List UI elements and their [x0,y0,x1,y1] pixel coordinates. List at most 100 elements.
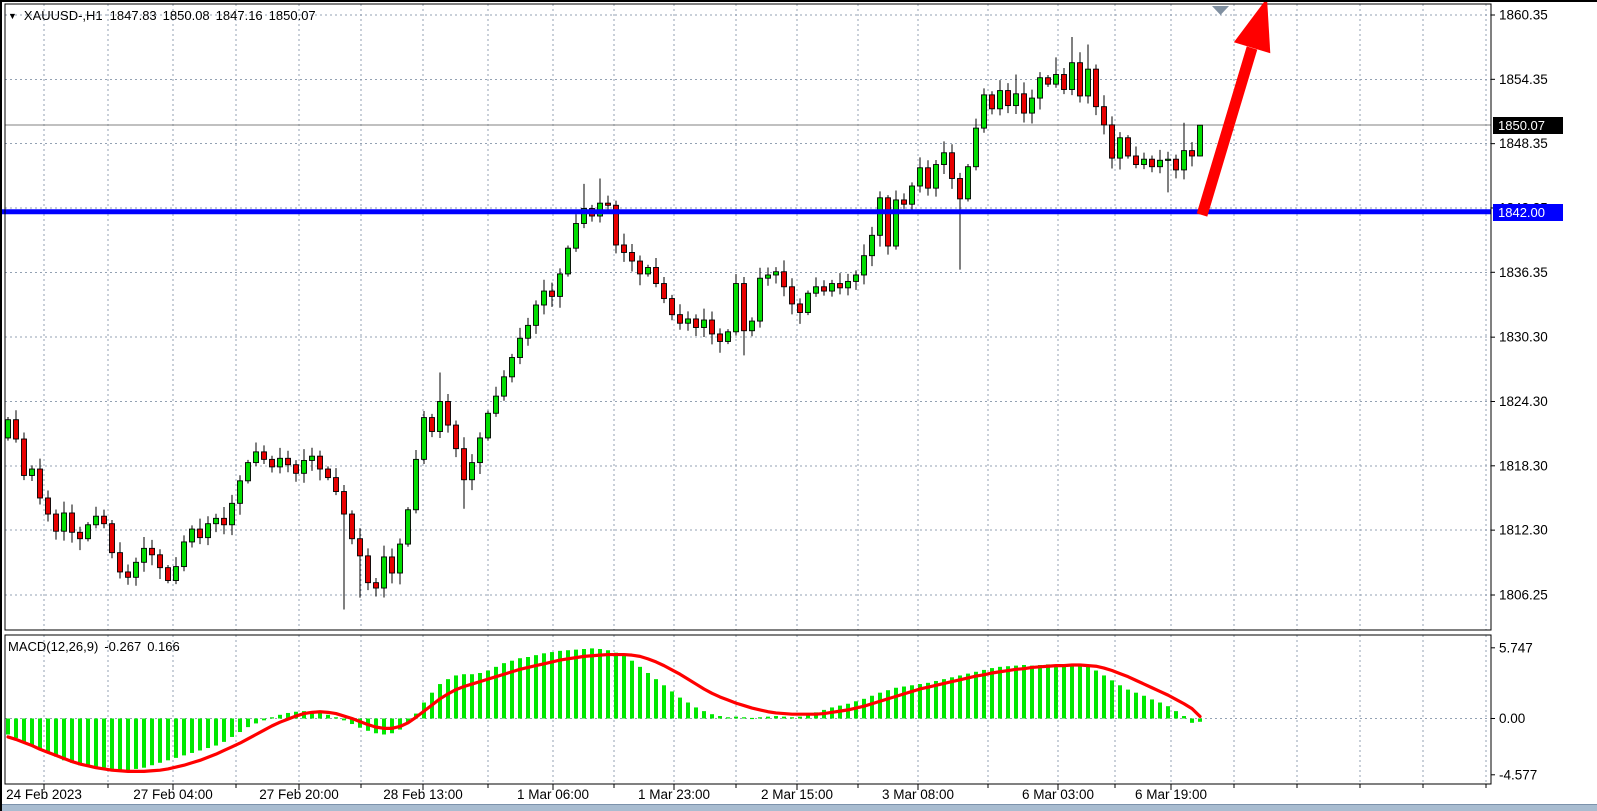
candle-body [709,319,715,335]
candle-body [661,283,667,300]
macd-axis[interactable]: 5.747 0.00 -4.577 [1491,640,1537,782]
candle-body [1149,158,1155,168]
candle-body [637,260,643,275]
candle-body [141,547,147,563]
candle-body [509,357,515,378]
candle-body [749,320,755,332]
macd-axis-label: 0.00 [1499,711,1525,726]
candle-body [53,513,59,532]
candle-body [813,286,819,294]
macd-value: -0.267 [104,639,142,654]
candle-body [445,401,451,426]
candle-body [373,582,379,589]
candle-body [1125,137,1131,157]
candle-body [197,528,203,539]
candle-body [397,543,403,574]
candle-body [1045,77,1051,85]
candle-body [901,199,907,205]
candle-body [533,304,539,326]
candle-body [565,247,571,275]
candle-body [821,286,827,292]
candle-body [701,319,707,328]
candle-body [501,376,507,397]
candle-body [485,412,491,439]
candle-body [917,167,923,187]
candle-body [733,283,739,333]
candle-body [5,419,11,439]
candle-body [925,167,931,189]
candle-body [773,271,779,276]
candle-body [245,462,251,482]
candle-body [885,197,891,247]
candle-body [205,523,211,539]
candle-body [1061,74,1067,90]
candle-body [493,395,499,414]
candle-body [605,202,611,206]
candles [5,36,1203,610]
candle-body [989,94,995,110]
candle-body [837,283,843,289]
candle-body [781,271,787,288]
time-axis-label: 1 Mar 23:00 [638,787,710,802]
candle-body [93,515,99,526]
candle-body [621,244,627,253]
candle-body [669,298,675,316]
candle-body [949,152,955,179]
candle-body [1117,137,1123,159]
candle-body [741,283,747,332]
candle-body [725,331,731,342]
candle-body [1109,124,1115,159]
candle-body [877,197,883,236]
candle-body [805,292,811,313]
price-axis-label: 1812.30 [1499,523,1548,538]
arrow-head-icon [1233,2,1271,54]
candle-body [341,491,347,515]
candle-body [21,438,27,476]
candle-body [229,502,235,526]
candle-body [541,290,547,306]
price-axis[interactable]: 1860.351854.351848.351842.351836.351830.… [1491,8,1548,603]
candle-body [1173,158,1179,171]
candle-body [285,457,291,466]
candle-body [997,90,1003,110]
candle-body [861,255,867,276]
candle-body [685,318,691,324]
candle-body [253,451,259,464]
candle-body [893,199,899,247]
chart-shift-marker-icon[interactable] [1212,6,1229,15]
candle-body [1181,150,1187,171]
price-axis-label: 1824.30 [1499,394,1548,409]
candle-body [237,480,243,504]
candle-body [1005,90,1011,107]
time-axis[interactable]: 24 Feb 2023 27 Feb 04:00 27 Feb 20:00 28 Fe… [6,784,1487,802]
candle-body [293,464,299,474]
trend-arrow[interactable] [1196,2,1271,217]
macd-indicator-label: MACD(12,26,9) -0.267 0.166 [8,639,180,654]
price-axis-label: 1806.25 [1499,587,1548,602]
ohlc-low: 1847.16 [215,8,263,23]
candle-body [101,515,107,525]
candle-body [517,337,523,358]
candle-body [1141,158,1147,166]
macd-axis-label: 5.747 [1499,640,1533,655]
current-price-badge: 1850.07 [1493,117,1563,134]
candle-body [693,318,699,328]
time-axis-label: 28 Feb 13:00 [383,787,463,802]
symbol-dropdown-icon: ▼ [8,10,17,21]
candle-body [69,512,75,533]
ohlc-high: 1850.08 [162,8,210,23]
chart-title: ▼ XAUUSD-,H1 1847.83 1850.08 1847.16 185… [8,8,316,23]
candle-body [149,547,155,556]
candle-body [261,451,267,460]
price-axis-label: 1818.30 [1499,458,1548,473]
candle-body [829,283,835,292]
candle-body [677,314,683,324]
candle-body [1069,62,1075,90]
candle-body [453,424,459,450]
gridlines [5,4,1491,784]
candle-body [869,234,875,257]
candle-body [325,468,331,479]
candle-body [85,524,91,540]
